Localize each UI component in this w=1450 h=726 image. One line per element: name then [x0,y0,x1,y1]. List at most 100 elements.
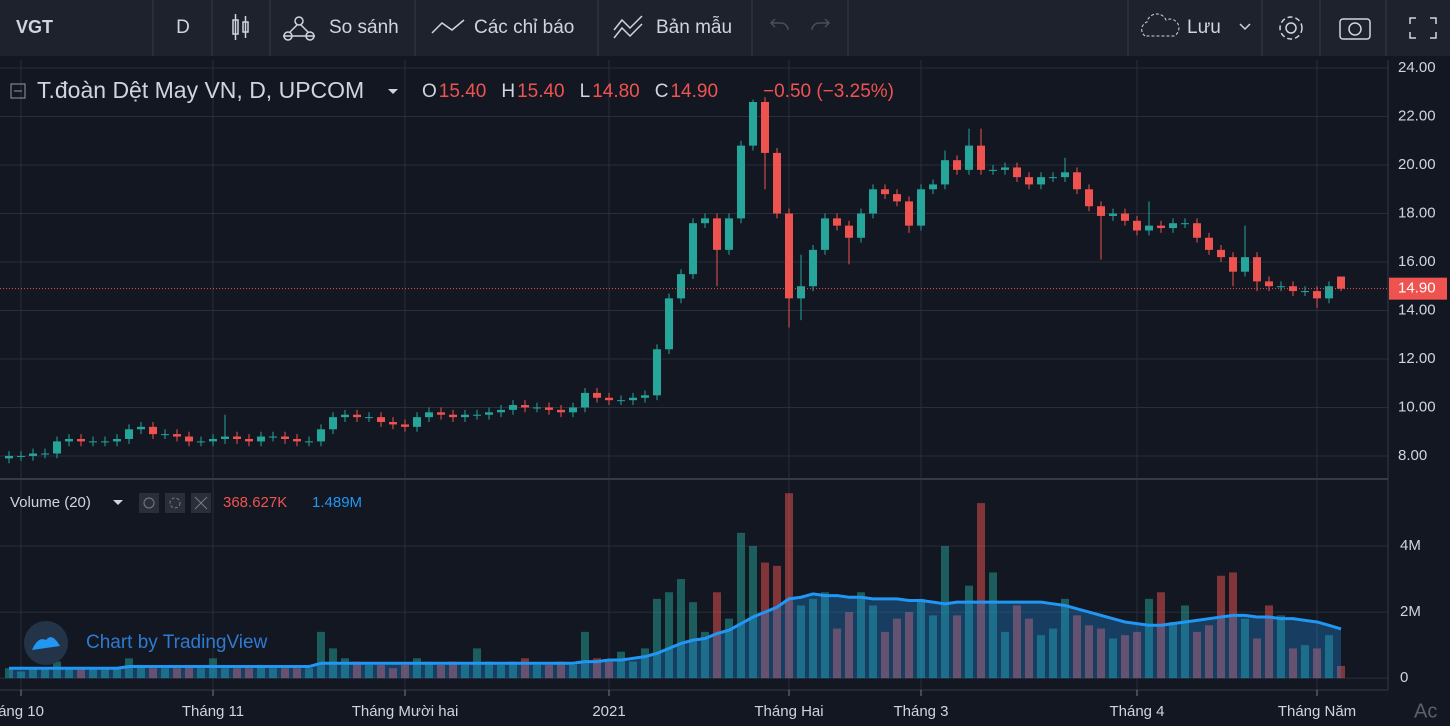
volume-bar [1049,628,1057,679]
toolbar-gap [0,56,1450,60]
volume-bar [449,661,457,679]
indicators-icon[interactable] [431,19,465,34]
candle-body [737,145,745,219]
volume-value: 368.627K [223,494,287,511]
symbol[interactable]: VGT [16,17,53,37]
candle-body [941,160,949,185]
candle-body [977,145,985,170]
candle-body [1169,223,1177,229]
candle-body [389,422,397,425]
candle-body [509,405,517,410]
candle-body [1121,213,1129,221]
volume-bar [1109,638,1117,679]
y-tick-label: 8.00 [1398,447,1427,464]
candle-body [5,455,13,459]
y-tick-label: 22.00 [1398,108,1436,125]
candle-body [677,274,685,299]
volume-bar [461,664,469,679]
volume-bar [341,658,349,679]
y-tick-label: 2M [1400,603,1421,620]
settings-icon[interactable] [1279,16,1303,40]
candle-body [1217,249,1225,258]
volume-bar [401,664,409,679]
candle-body [101,441,109,443]
candle-icon[interactable] [232,14,249,40]
indicators-button[interactable]: Các chỉ báo [474,17,574,38]
y-tick-label: 14.00 [1398,301,1436,318]
volume-bar [413,658,421,679]
watermark[interactable]: Chart by TradingView [86,632,268,653]
fullscreen-icon[interactable] [1409,17,1437,39]
x-tick-label: Tháng Năm [1278,703,1356,720]
volume-tools[interactable] [139,493,211,513]
candle-body [1205,237,1213,250]
candle-body [293,438,301,442]
collapse-icon[interactable] [10,83,26,99]
candle-body [917,189,925,226]
interval[interactable]: D [176,17,190,38]
volume-bar [101,668,109,679]
legend-value: 14.90 [670,81,718,102]
volume-bar [1289,648,1297,679]
candle-body [785,213,793,299]
volume-bar [833,628,841,679]
volume-bar [977,503,985,679]
volume-bar [89,668,97,679]
candle-body [125,429,133,439]
volume-bar [557,661,565,679]
title-menu[interactable] [388,89,398,94]
candle-body [593,392,601,398]
save-button[interactable]: Lưu [1187,17,1221,38]
candle-body [1013,167,1021,178]
candle-body [965,145,973,170]
x-tick-label: Tháng Hai [754,703,823,720]
compare-button[interactable]: So sánh [329,17,399,38]
candle-body [1241,257,1249,272]
x-tick-label: 2021 [592,703,625,720]
cloud-icon[interactable] [1141,13,1180,37]
volume-bar [1277,615,1285,679]
candle-body [725,218,733,250]
legend-value: 14.80 [592,81,640,102]
save-menu[interactable] [1239,23,1251,31]
volume-ma-value: 1.489M [312,494,362,511]
volume-bar [869,605,877,679]
templates-icon[interactable] [613,15,643,39]
candle-body [1325,286,1333,299]
volume-bar [893,618,901,679]
volume-bar [1193,631,1201,679]
volume-ma-area [9,593,1341,679]
candle-body [1049,177,1057,179]
compare-icon[interactable] [283,16,315,41]
change: −0.50 (−3.25%) [763,81,894,102]
templates-button[interactable]: Bản mẫu [656,16,732,38]
candle-body [989,169,997,171]
volume-bar [785,493,793,679]
volume-bar [1325,635,1333,679]
snapshot-icon[interactable] [1339,18,1371,40]
volume-bar [29,668,37,679]
candle-body [1277,286,1285,288]
candle-body [797,286,805,299]
candle-body [449,414,457,418]
volume-bar [1061,598,1069,679]
candle-body [197,441,205,443]
candle-body [113,438,121,442]
y-tick-label: 12.00 [1398,350,1436,367]
volume-bar [989,572,997,679]
volume-bar [1085,625,1093,679]
volume-bar [665,592,673,679]
volume-bar [965,585,973,679]
undo-redo[interactable] [769,18,831,31]
volume-bar [1241,618,1249,679]
candle-body [641,395,649,398]
candle-body [689,223,697,275]
candle-body [1313,291,1321,299]
candle-body [1157,225,1165,229]
volume-menu[interactable] [113,500,123,505]
candle-body [89,441,97,443]
volume-bar [65,668,73,679]
candle-body [665,298,673,350]
volume-bar [677,579,685,679]
